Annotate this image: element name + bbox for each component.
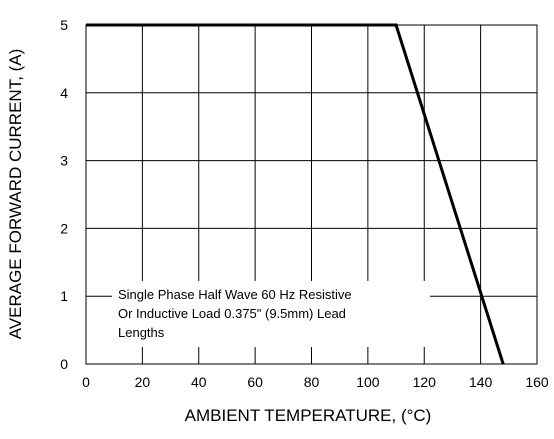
annotation-line-3: Lengths	[118, 325, 165, 340]
y-tick-labels: 0 1 2 3 4 5	[60, 17, 68, 372]
y-tick-label: 5	[60, 17, 68, 33]
x-tick-label: 60	[247, 374, 263, 390]
y-tick-label: 1	[60, 288, 68, 304]
series-layer	[86, 23, 505, 365]
series-line	[86, 23, 505, 365]
x-tick-label: 40	[191, 374, 207, 390]
annotation-line-2: Or Inductive Load 0.375" (9.5mm) Lead	[118, 306, 346, 321]
annotation-line-1: Single Phase Half Wave 60 Hz Resistive	[118, 287, 352, 302]
x-tick-label: 80	[304, 374, 320, 390]
y-tick-label: 2	[60, 220, 68, 236]
y-tick-label: 0	[60, 356, 68, 372]
y-tick-label: 4	[60, 85, 68, 101]
x-tick-label: 120	[413, 374, 437, 390]
x-tick-label: 20	[135, 374, 151, 390]
annotation-background	[112, 281, 430, 347]
y-axis-label: AVERAGE FORWARD CURRENT, (A)	[6, 49, 25, 340]
x-axis-label: AMBIENT TEMPERATURE, (°C)	[185, 406, 432, 425]
y-tick-label: 3	[60, 153, 68, 169]
annotation: Single Phase Half Wave 60 Hz Resistive O…	[118, 287, 352, 340]
x-tick-label: 160	[525, 374, 549, 390]
x-tick-labels: 0 20 40 60 80 100 120 140 160	[82, 374, 549, 390]
x-tick-label: 100	[356, 374, 380, 390]
x-tick-label: 140	[469, 374, 493, 390]
x-tick-label: 0	[82, 374, 90, 390]
